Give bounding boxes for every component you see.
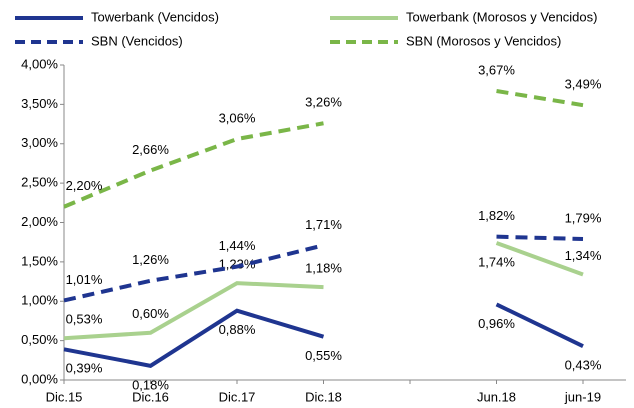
data-label: 0,43% — [565, 358, 602, 373]
series-line — [496, 89, 584, 108]
data-label: 1,18% — [305, 261, 342, 276]
series-line — [496, 234, 584, 242]
data-label: 3,67% — [478, 62, 515, 77]
data-label: 0,60% — [132, 306, 169, 321]
x-tick-label: jun-19 — [564, 389, 601, 404]
y-tick-label: 1,50% — [21, 253, 58, 268]
data-label: 3,49% — [565, 77, 602, 92]
x-tick-label: Dic.16 — [132, 389, 169, 404]
x-tick-label: Dic.15 — [46, 389, 83, 404]
x-tick-label: Jun.18 — [477, 389, 516, 404]
data-label: 1,71% — [305, 217, 342, 232]
data-label: 0,18% — [132, 377, 169, 392]
data-label: 2,20% — [66, 178, 103, 193]
data-label: 1,01% — [66, 272, 103, 287]
y-tick-label: 3,50% — [21, 96, 58, 111]
series-line — [63, 308, 325, 368]
series-line — [495, 302, 584, 348]
y-tick-label: 2,50% — [21, 175, 58, 190]
y-tick-label: 2,00% — [21, 214, 58, 229]
data-label: 0,39% — [66, 361, 103, 376]
data-label: 0,53% — [66, 312, 103, 327]
data-label: 1,82% — [478, 208, 515, 223]
legend-label: SBN (Vencidos) — [91, 33, 183, 48]
data-label: 0,96% — [478, 316, 515, 331]
data-label: 1,34% — [565, 248, 602, 263]
data-label: 3,06% — [219, 110, 256, 125]
y-tick-label: 0,50% — [21, 332, 58, 347]
y-tick-label: 0,00% — [21, 371, 58, 386]
data-label: 3,26% — [305, 95, 342, 110]
series-line — [63, 121, 324, 209]
data-label: 1,79% — [565, 210, 602, 225]
data-label: 1,74% — [478, 254, 515, 269]
y-tick-label: 3,00% — [21, 135, 58, 150]
legend-label: Towerbank (Vencidos) — [91, 9, 219, 24]
x-tick-label: Dic.17 — [219, 389, 256, 404]
series-line — [63, 281, 324, 341]
legend-label: Towerbank (Morosos y Vencidos) — [406, 9, 597, 24]
data-label: 2,66% — [132, 142, 169, 157]
data-label: 0,88% — [219, 322, 256, 337]
x-tick-label: Dic.18 — [305, 389, 342, 404]
data-label: 0,55% — [305, 348, 342, 363]
data-label: 1,23% — [219, 257, 256, 272]
series-line — [495, 241, 584, 277]
data-label: 1,26% — [132, 252, 169, 267]
legend-label: SBN (Morosos y Vencidos) — [406, 33, 561, 48]
data-label: 1,44% — [219, 238, 256, 253]
series-line — [63, 243, 324, 303]
y-tick-label: 1,00% — [21, 293, 58, 308]
y-tick-label: 4,00% — [21, 56, 58, 71]
